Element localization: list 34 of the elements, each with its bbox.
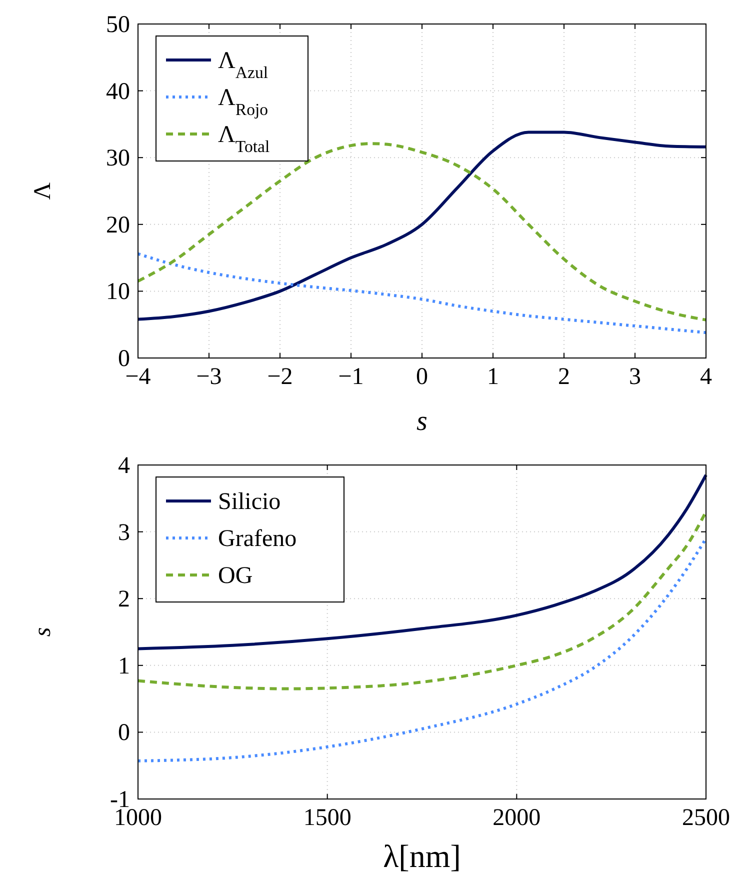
y-tick-label: 0: [118, 346, 130, 372]
y-tick-label: 1: [118, 653, 130, 680]
x-tick-label: 3: [629, 364, 641, 390]
y-axis-title: s: [30, 627, 56, 637]
x-tick-label: 1: [487, 364, 499, 390]
y-tick-label: 30: [106, 146, 130, 172]
y-axis-title: Λ: [30, 182, 56, 200]
y-tick-label: 10: [106, 279, 130, 306]
legend-label: Λ$_{Total}$: [218, 122, 270, 156]
x-axis-title: s: [416, 406, 428, 437]
legend-label: Λ$_{Rojo}$: [218, 85, 268, 118]
legend-label: Λ$_{Azul}$: [218, 48, 268, 82]
line-series: [136, 474, 708, 650]
x-tick-label: −3: [196, 364, 222, 390]
x-tick-label: −2: [267, 364, 293, 390]
x-tick-label: −1: [338, 364, 364, 390]
y-tick-label: 50: [106, 12, 130, 38]
legend-label: Grafeno: [218, 526, 297, 552]
x-tick-label: 0: [416, 364, 428, 390]
x-tick-label: 1500: [303, 805, 352, 831]
y-tick-label: 20: [106, 212, 130, 238]
y-tick-label: 0: [118, 720, 130, 746]
legend-label: OG: [218, 563, 253, 589]
y-tick-label: 40: [106, 78, 130, 105]
x-axis-title: λ[nm]: [383, 838, 461, 874]
x-tick-label: 2: [558, 364, 570, 390]
x-tick-label: 2000: [492, 805, 541, 831]
y-tick-label: 3: [118, 520, 130, 546]
y-tick-label: 2: [118, 586, 130, 613]
x-tick-label: 2500: [682, 805, 730, 831]
line-series: [136, 252, 708, 334]
x-tick-label: 4: [700, 364, 712, 390]
y-tick-label: 4: [118, 453, 130, 479]
legend-label: Silicio: [218, 489, 281, 515]
